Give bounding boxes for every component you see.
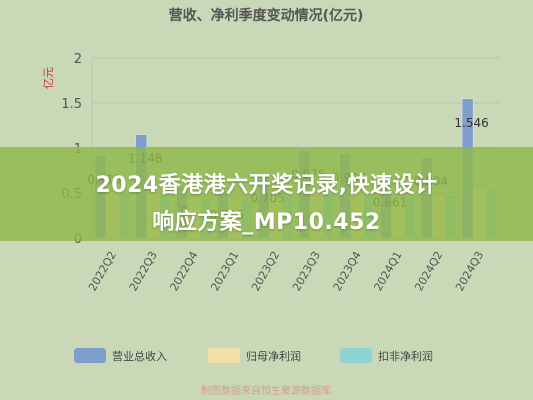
x-tick-label: 2023Q1 [208, 249, 241, 293]
legend-swatch [208, 348, 240, 363]
x-tick-label: 2023Q3 [290, 249, 323, 293]
x-tick-label: 2023Q2 [249, 249, 282, 293]
source-note: 制图数据来自恒生聚源数据库 [201, 384, 331, 397]
overlay-subheadline: 响应方案_MP10.452 [152, 210, 381, 235]
x-tick-label: 2022Q3 [127, 249, 160, 293]
overlay-headline: 2024香港港六开奖记录,快速设计 [95, 173, 438, 198]
legend: 营业总收入 归母净利润 扣非净利润 [74, 348, 433, 363]
y-tick-label: 1.5 [61, 97, 82, 112]
chart-title: 营收、净利季度变动情况(亿元) [169, 7, 364, 24]
legend-swatch [74, 348, 106, 363]
legend-label: 归母净利润 [246, 349, 301, 363]
y-axis-label: 亿元 [42, 67, 55, 89]
legend-label: 扣非净利润 [378, 349, 433, 363]
data-label: 1.546 [454, 116, 488, 130]
legend-swatch [340, 348, 372, 363]
legend-label: 营业总收入 [112, 349, 167, 363]
x-tick-label: 2024Q3 [453, 249, 486, 293]
x-ticks: 2022Q2 2022Q3 2022Q4 2023Q1 2023Q2 2023Q3 2023… [86, 249, 486, 293]
x-tick-label: 2024Q2 [412, 249, 445, 293]
x-tick-label: 2024Q1 [372, 249, 405, 293]
y-tick-label: 2 [74, 52, 82, 67]
overlay-banner [0, 147, 533, 241]
x-tick-label: 2023Q4 [331, 249, 364, 293]
x-tick-label: 2022Q4 [168, 249, 201, 293]
x-tick-label: 2022Q2 [86, 249, 119, 293]
